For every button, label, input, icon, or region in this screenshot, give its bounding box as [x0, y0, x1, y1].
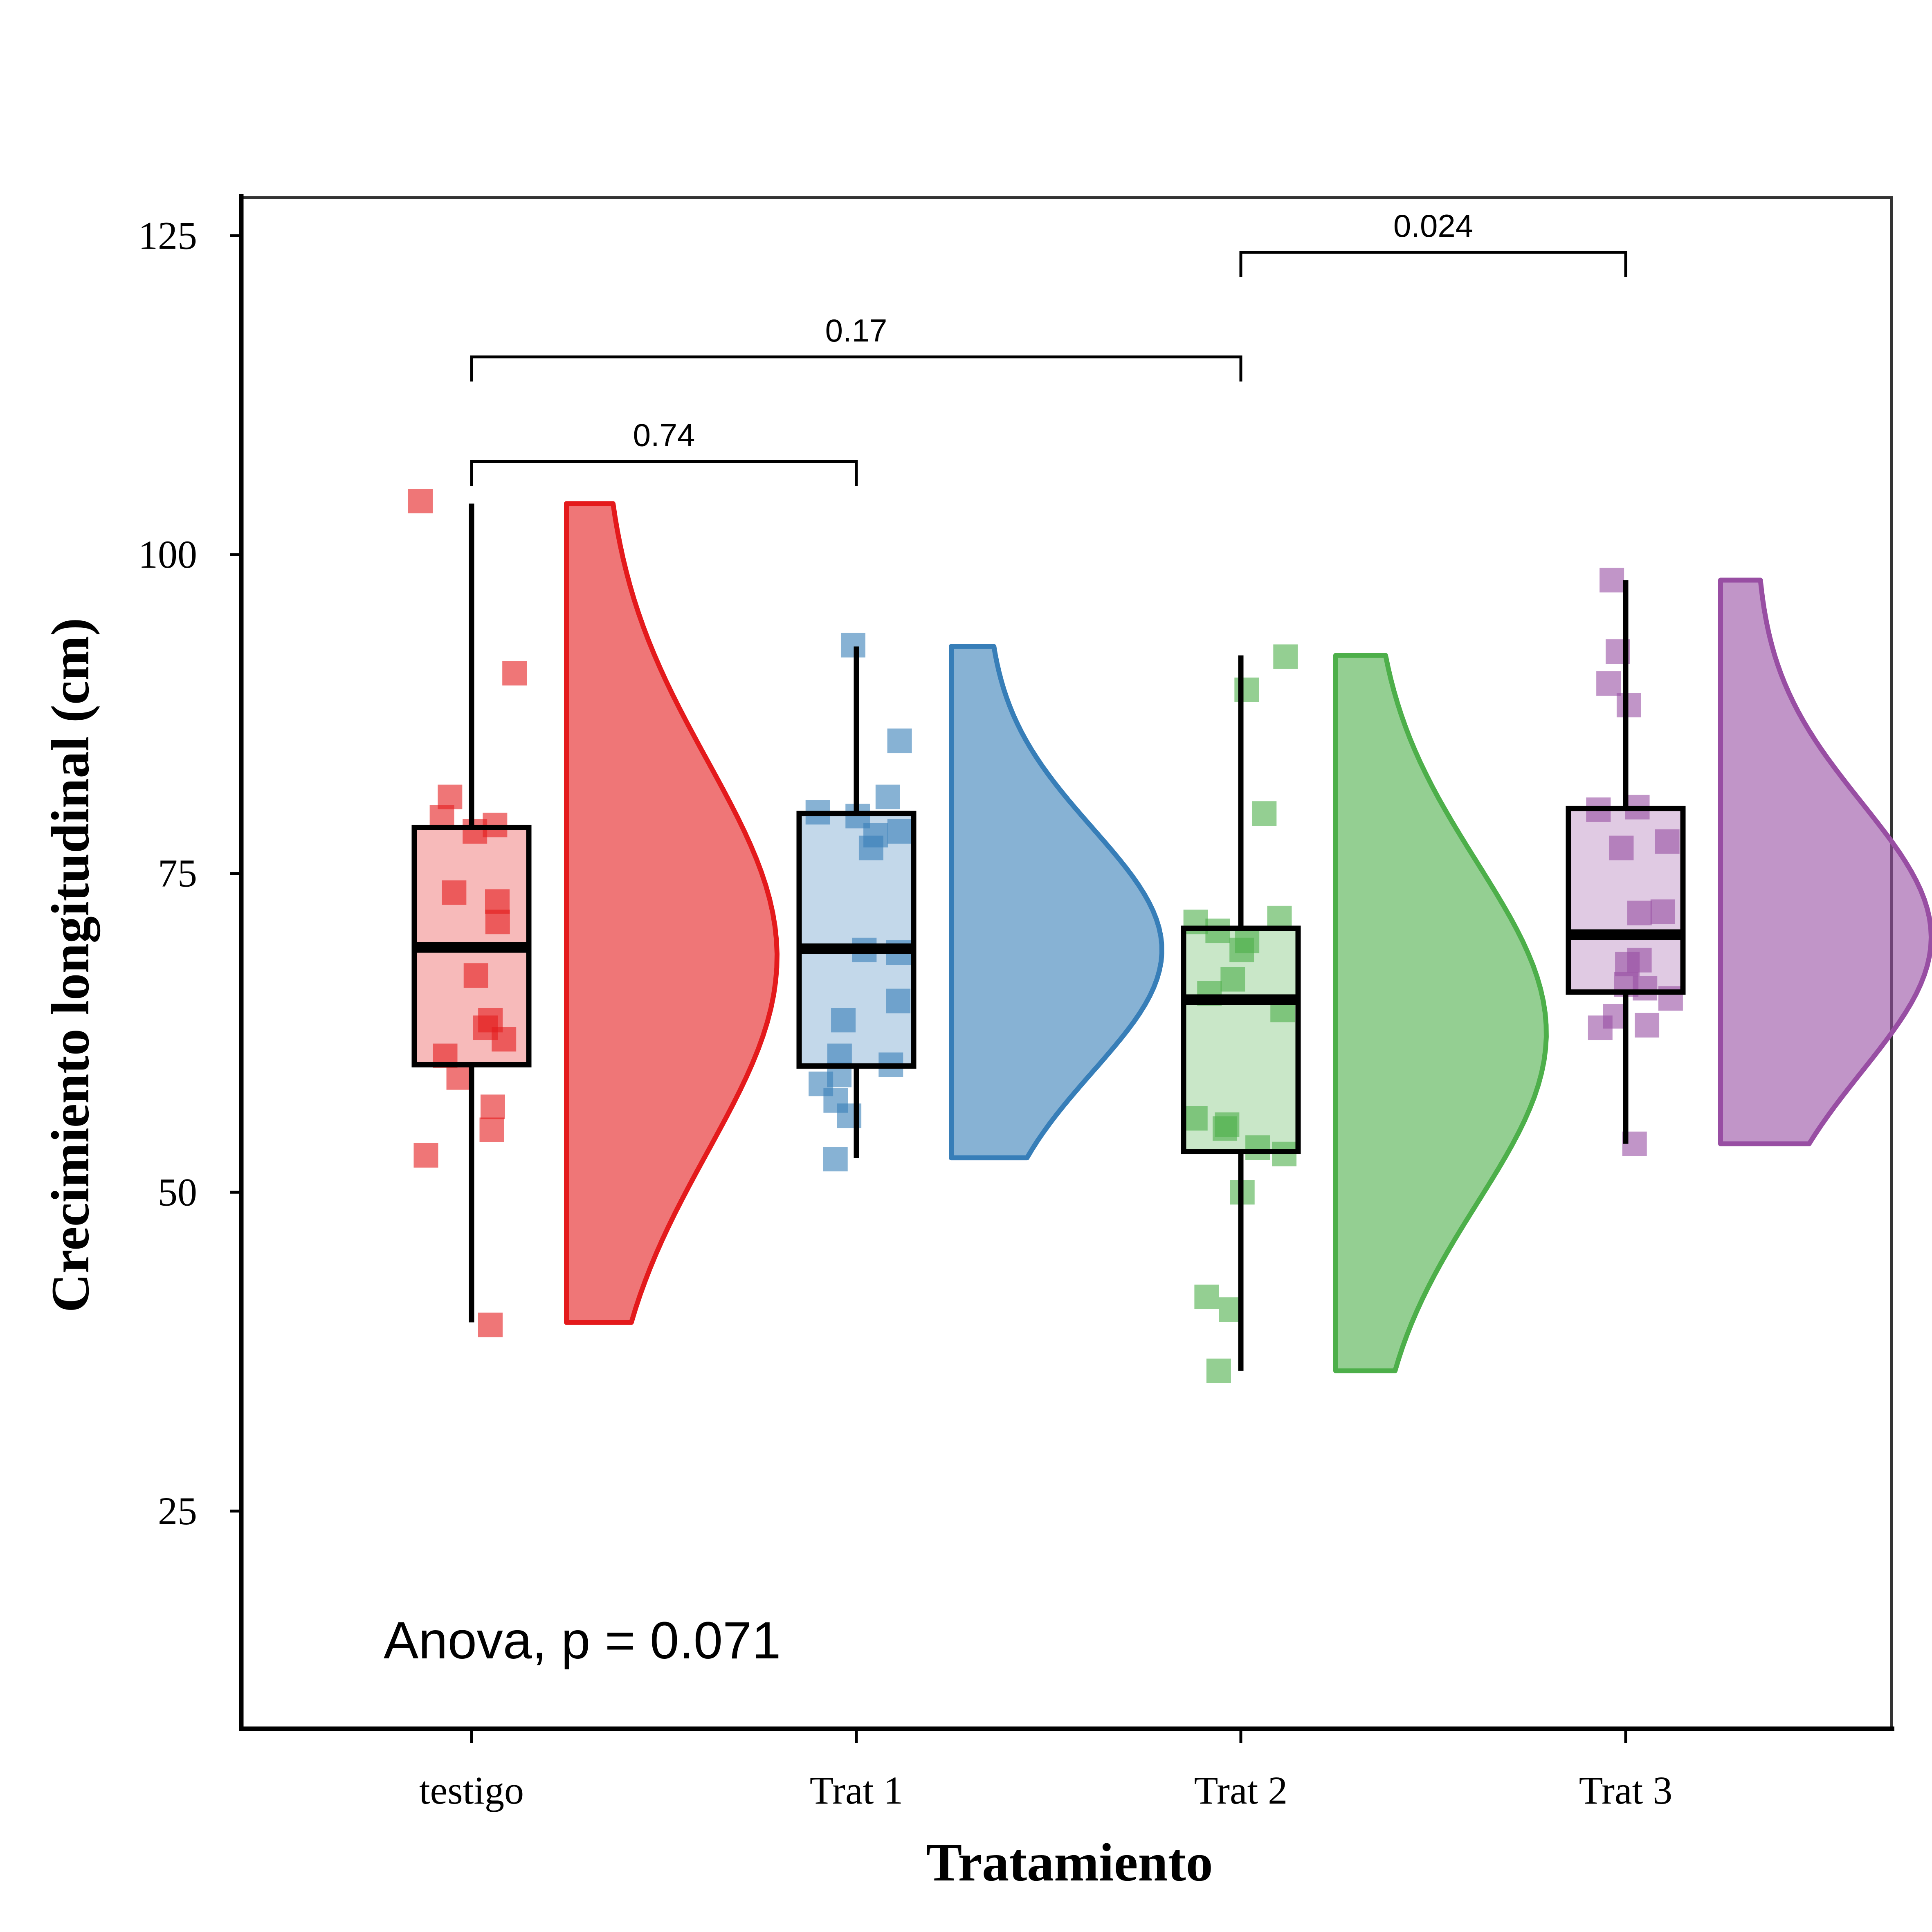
- density-cloud-testigo: [564, 501, 780, 1325]
- data-point-trat-3-0: [1600, 568, 1624, 593]
- data-point-trat-3-17: [1588, 1015, 1613, 1040]
- data-point-trat-2-8: [1220, 967, 1245, 992]
- axis-ticks: 25 50 75 100 125 testigo Trat 1 Trat 2 Trat 3: [138, 214, 1672, 1812]
- data-point-trat-1-5: [887, 819, 912, 844]
- jitter-points: [408, 489, 1683, 1383]
- comparison-pvalue-testigo-vs-trat-2: 0.17: [825, 312, 887, 348]
- density-cloud-trat-3: [1718, 577, 1932, 1146]
- comparison-pvalue-trat-2-vs-trat-3: 0.024: [1393, 208, 1473, 244]
- data-point-testigo-12: [492, 1027, 517, 1052]
- data-point-testigo-5: [463, 819, 487, 844]
- data-point-trat-3-8: [1650, 899, 1675, 924]
- box-trat-3: [1566, 806, 1686, 995]
- data-point-testigo-14: [446, 1065, 471, 1090]
- data-point-trat-3-13: [1633, 976, 1658, 1001]
- data-point-testigo-17: [413, 1143, 438, 1168]
- data-point-trat-1-11: [831, 1008, 856, 1033]
- box-trat-2: [1181, 926, 1301, 1155]
- data-point-testigo-16: [479, 1117, 504, 1142]
- y-axis-title: Crecimiento longitudinal (cm): [40, 618, 100, 1313]
- data-point-trat-1-7: [858, 836, 883, 860]
- data-point-testigo-8: [485, 910, 510, 935]
- y-tick-label-75: 75: [158, 851, 197, 895]
- density-clouds: [564, 501, 1932, 1373]
- data-point-trat-2-13: [1213, 1116, 1238, 1141]
- comparison-pvalue-testigo-vs-trat-1: 0.74: [633, 417, 695, 453]
- data-point-testigo-15: [480, 1094, 505, 1119]
- data-point-trat-3-16: [1635, 1013, 1660, 1038]
- x-tick-label-testigo: testigo: [419, 1768, 524, 1812]
- data-point-trat-3-9: [1627, 901, 1652, 926]
- data-point-trat-3-6: [1655, 829, 1680, 854]
- data-point-trat-1-18: [823, 1147, 848, 1172]
- x-tick-label-trat-2: Trat 2: [1194, 1768, 1288, 1812]
- boxplots: [411, 503, 1686, 1371]
- comparison-bracket-testigo-vs-trat-1: [470, 460, 858, 486]
- data-point-trat-2-17: [1194, 1285, 1219, 1310]
- data-point-trat-1-1: [887, 728, 912, 753]
- y-tick-label-50: 50: [158, 1170, 197, 1214]
- box-trat-1: [796, 811, 917, 1069]
- data-point-trat-2-19: [1206, 1358, 1231, 1383]
- data-point-trat-1-2: [875, 784, 900, 809]
- data-point-testigo-0: [408, 489, 433, 514]
- data-point-trat-2-2: [1252, 801, 1277, 826]
- data-point-trat-3-7: [1609, 836, 1634, 860]
- anova-annotation: Anova, p = 0.071: [384, 1611, 781, 1670]
- comparison-brackets: 0.74 0.17 0.024: [470, 208, 1627, 486]
- data-point-testigo-1: [502, 661, 527, 686]
- data-point-trat-2-0: [1273, 644, 1298, 669]
- data-point-trat-3-2: [1596, 671, 1621, 696]
- data-point-trat-1-10: [886, 988, 911, 1013]
- data-point-trat-1-0: [840, 633, 865, 658]
- x-tick-label-trat-1: Trat 1: [810, 1768, 903, 1812]
- data-point-testigo-18: [478, 1312, 503, 1337]
- x-axis-title: Tratamiento: [926, 1832, 1213, 1892]
- data-point-trat-2-11: [1183, 1106, 1208, 1131]
- comparison-bracket-testigo-vs-trat-2: [470, 355, 1242, 382]
- data-point-trat-2-14: [1245, 1135, 1270, 1160]
- data-point-testigo-9: [463, 963, 488, 988]
- data-point-trat-2-1: [1234, 677, 1259, 702]
- density-cloud-trat-2: [1333, 653, 1549, 1373]
- data-point-testigo-6: [442, 880, 467, 905]
- comparison-bracket-trat-2-vs-trat-3: [1239, 251, 1627, 277]
- density-cloud-trat-1: [949, 644, 1164, 1161]
- data-point-trat-2-7: [1229, 937, 1254, 962]
- y-tick-label-125: 125: [138, 214, 197, 258]
- data-point-trat-3-3: [1616, 693, 1641, 718]
- x-tick-label-trat-3: Trat 3: [1579, 1768, 1673, 1812]
- y-tick-label-100: 100: [138, 532, 197, 576]
- axes: [239, 194, 1894, 1731]
- y-tick-label-25: 25: [158, 1489, 197, 1533]
